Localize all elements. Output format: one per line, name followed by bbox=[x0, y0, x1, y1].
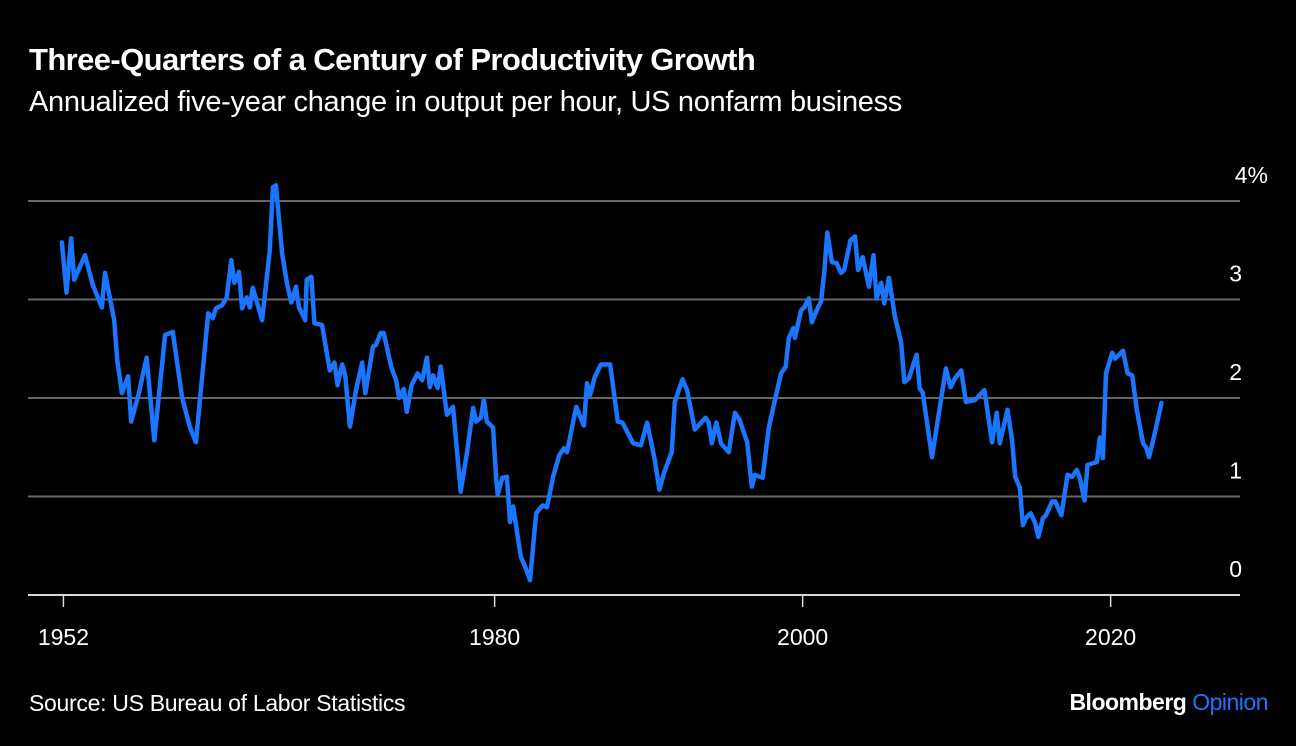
brand-logo: Bloomberg Opinion bbox=[1069, 689, 1268, 716]
y-tick-label-4: 4% bbox=[1235, 162, 1268, 188]
x-axis: 1952 1980 2000 2020 bbox=[28, 594, 1240, 650]
x-tick-label-2020: 2020 bbox=[1085, 624, 1136, 650]
chart-title: Three-Quarters of a Century of Productiv… bbox=[29, 42, 756, 77]
series-group bbox=[59, 182, 1164, 583]
series-line bbox=[59, 182, 1164, 583]
x-tick-label-1980: 1980 bbox=[469, 624, 520, 650]
y-axis-labels: 0 1 2 3 4% bbox=[1229, 162, 1268, 582]
gridlines bbox=[28, 200, 1240, 498]
brand-secondary: Opinion bbox=[1192, 689, 1268, 715]
y-tick-label-1: 1 bbox=[1229, 458, 1242, 484]
source-note: Source: US Bureau of Labor Statistics bbox=[29, 690, 406, 716]
y-tick-label-0: 0 bbox=[1229, 556, 1242, 582]
y-tick-label-3: 3 bbox=[1229, 261, 1242, 287]
y-tick-label-2: 2 bbox=[1229, 359, 1242, 385]
chart-subtitle: Annualized five-year change in output pe… bbox=[29, 86, 902, 118]
x-tick-label-1952: 1952 bbox=[38, 624, 89, 650]
brand-primary: Bloomberg bbox=[1069, 689, 1187, 715]
x-tick-label-2000: 2000 bbox=[777, 624, 828, 650]
